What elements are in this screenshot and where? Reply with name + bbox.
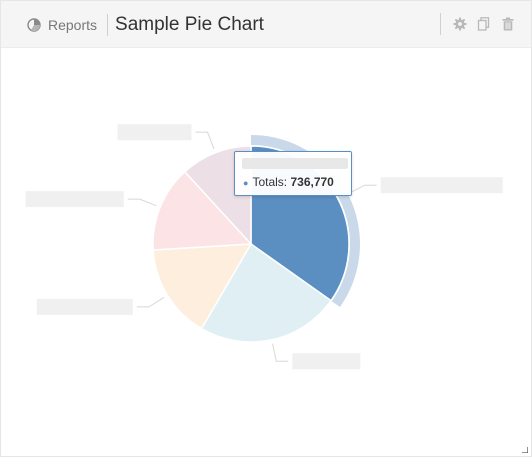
slice-connector-4 [127, 198, 157, 207]
slice-connector-1 [350, 184, 377, 193]
tooltip-series-dot: ● [243, 178, 249, 188]
slice-connector-2 [272, 343, 289, 362]
gear-icon[interactable] [453, 17, 467, 31]
page-title: Sample Pie Chart [115, 14, 264, 35]
panel-header: Reports Sample Pie Chart [1, 1, 531, 48]
tooltip-value-line: ● Totals: 736,770 [243, 175, 334, 189]
breadcrumb-divider [107, 14, 109, 36]
pie-slice-4[interactable] [152, 170, 253, 251]
slice-label-placeholder-2 [292, 353, 361, 370]
tooltip-series-label: Totals: [252, 175, 288, 189]
slice-label-placeholder-4 [25, 191, 124, 208]
trash-icon[interactable] [501, 17, 515, 31]
chart-tooltip: ● Totals: 736,770 [234, 151, 352, 196]
tooltip-header-placeholder [242, 158, 348, 169]
resize-handle-icon[interactable] [522, 447, 528, 453]
breadcrumb: Reports Sample Pie Chart [27, 14, 264, 36]
pie-chart-icon [27, 18, 41, 32]
panel-toolbar [440, 13, 515, 35]
slice-connector-3 [136, 297, 165, 308]
tooltip-value: 736,770 [290, 175, 334, 189]
pie-chart [25, 124, 503, 370]
toolbar-divider [440, 13, 441, 35]
pie-slice-2[interactable] [200, 242, 333, 343]
slice-connector-5 [195, 131, 215, 150]
slice-label-placeholder-1 [380, 177, 503, 194]
slice-label-placeholder-3 [36, 298, 133, 315]
pie-slice-3[interactable] [152, 243, 253, 330]
copy-icon[interactable] [477, 17, 491, 31]
breadcrumb-reports-link[interactable]: Reports [48, 17, 98, 33]
slice-label-placeholder-5 [117, 124, 192, 141]
